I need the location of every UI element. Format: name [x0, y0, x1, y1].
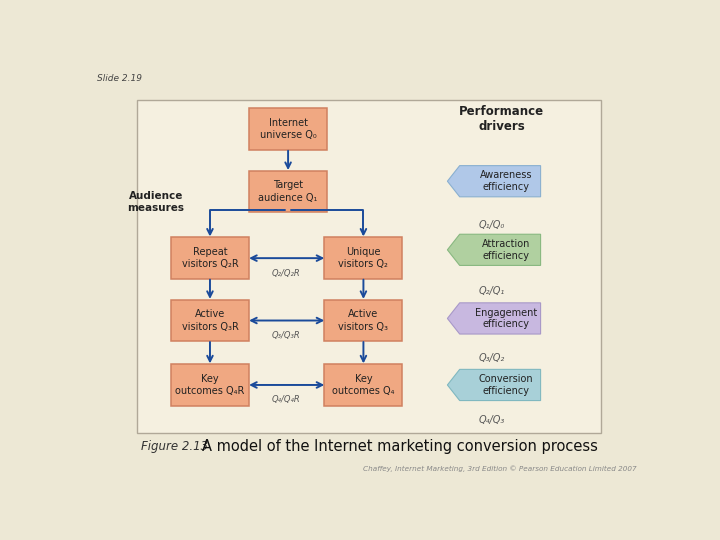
FancyBboxPatch shape	[324, 300, 402, 341]
FancyBboxPatch shape	[324, 238, 402, 279]
Text: Performance
drivers: Performance drivers	[459, 105, 544, 133]
Text: Target
audience Q₁: Target audience Q₁	[258, 180, 318, 203]
FancyBboxPatch shape	[171, 364, 249, 406]
Polygon shape	[447, 166, 541, 197]
Text: Chaffey, Internet Marketing, 3rd Edition © Pearson Education Limited 2007: Chaffey, Internet Marketing, 3rd Edition…	[363, 465, 637, 472]
Text: Q₁/Q₀: Q₁/Q₀	[479, 220, 505, 230]
Text: Q₃/Q₃R: Q₃/Q₃R	[272, 332, 301, 340]
Text: Awareness
efficiency: Awareness efficiency	[480, 171, 533, 192]
Text: Key
outcomes Q₄: Key outcomes Q₄	[332, 374, 395, 396]
Text: Q₃/Q₂: Q₃/Q₂	[479, 353, 505, 363]
Text: Repeat
visitors Q₂R: Repeat visitors Q₂R	[181, 247, 238, 269]
Text: Attraction
efficiency: Attraction efficiency	[482, 239, 531, 261]
Text: Internet
universe Q₀: Internet universe Q₀	[260, 118, 317, 140]
FancyBboxPatch shape	[249, 109, 327, 150]
Text: Q₄/Q₃: Q₄/Q₃	[479, 415, 505, 426]
Text: Engagement
efficiency: Engagement efficiency	[475, 308, 537, 329]
FancyBboxPatch shape	[249, 171, 327, 212]
Text: Active
visitors Q₃R: Active visitors Q₃R	[181, 309, 238, 332]
Polygon shape	[447, 303, 541, 334]
Text: Conversion
efficiency: Conversion efficiency	[479, 374, 534, 396]
FancyBboxPatch shape	[171, 238, 249, 279]
Text: Key
outcomes Q₄R: Key outcomes Q₄R	[175, 374, 245, 396]
Polygon shape	[447, 234, 541, 266]
FancyBboxPatch shape	[171, 300, 249, 341]
Text: A model of the Internet marketing conversion process: A model of the Internet marketing conver…	[202, 439, 598, 454]
Text: Q₂/Q₁: Q₂/Q₁	[479, 286, 505, 296]
Text: Audience
measures: Audience measures	[127, 191, 184, 213]
Text: Active
visitors Q₃: Active visitors Q₃	[338, 309, 388, 332]
FancyBboxPatch shape	[324, 364, 402, 406]
FancyBboxPatch shape	[138, 100, 600, 433]
Text: Q₄/Q₄R: Q₄/Q₄R	[272, 395, 301, 404]
Text: Slide 2.19: Slide 2.19	[96, 74, 142, 83]
Text: Q₂/Q₂R: Q₂/Q₂R	[272, 269, 301, 278]
Text: Unique
visitors Q₂: Unique visitors Q₂	[338, 247, 388, 269]
Polygon shape	[447, 369, 541, 401]
Text: Figure 2.13: Figure 2.13	[141, 440, 209, 453]
